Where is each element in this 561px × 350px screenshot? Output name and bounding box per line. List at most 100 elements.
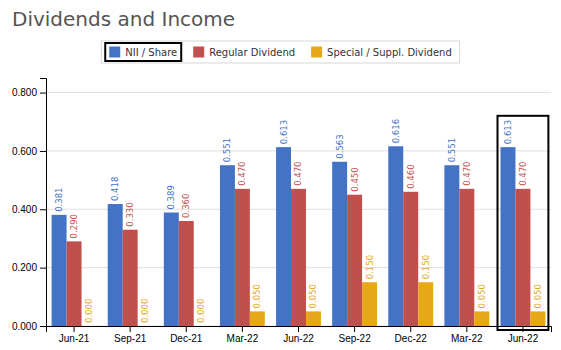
data-label: 0.613	[503, 120, 513, 144]
bar	[474, 311, 489, 326]
highlight-box	[498, 116, 549, 330]
data-label: 0.551	[447, 138, 457, 162]
legend-highlight-box	[105, 43, 181, 61]
x-tick-mark	[298, 326, 299, 332]
x-tick: Mar-22	[451, 326, 483, 344]
y-tick-label: 0.600	[12, 146, 37, 157]
data-label: 0.290	[69, 214, 79, 238]
bar	[194, 326, 209, 327]
y-tick-label: 0.200	[12, 262, 37, 273]
x-tick-label: Jun-22	[508, 333, 539, 344]
bar	[444, 165, 459, 326]
data-label: 0.389	[166, 185, 176, 209]
y-tick: 0.800	[12, 87, 46, 98]
legend-label: Regular Dividend	[209, 47, 295, 58]
bar	[459, 189, 474, 326]
data-label: 0.460	[406, 164, 416, 188]
x-tick-mark	[74, 326, 75, 332]
data-label: 0.470	[293, 162, 303, 186]
bar-series	[250, 282, 546, 326]
bar	[306, 311, 321, 326]
data-label: 0.381	[54, 187, 64, 211]
legend: NII / Share Regular Dividend Special / Sup…	[101, 41, 460, 63]
x-tick-mark	[186, 326, 187, 332]
bar	[332, 162, 347, 326]
x-tick-mark	[354, 326, 355, 332]
data-label: 0.613	[279, 120, 289, 144]
y-tick-mark	[40, 151, 46, 152]
bar	[501, 147, 516, 326]
bar	[179, 221, 194, 326]
y-axis: 0.000 0.200 0.400 0.600 0.800	[12, 79, 47, 332]
x-tick-mark	[130, 326, 131, 332]
x-tick-mark	[242, 326, 243, 332]
data-label: 0.000	[196, 299, 206, 323]
data-label: 0.470	[237, 162, 247, 186]
y-tick-mark	[40, 326, 46, 327]
bar-series	[52, 146, 516, 326]
bar	[123, 230, 138, 326]
x-tick: Dec-21	[170, 326, 203, 344]
bar	[235, 189, 250, 326]
bars	[52, 146, 546, 326]
title: Dividends and Income	[12, 7, 235, 31]
bar	[403, 192, 418, 326]
bar	[530, 311, 545, 326]
bar	[220, 165, 235, 326]
bar	[67, 241, 82, 326]
grid-line	[46, 150, 551, 151]
data-label: 0.360	[181, 194, 191, 218]
y-tick: 0.000	[12, 321, 46, 332]
x-axis: Jun-21Sep-21Dec-21Mar-22Jun-22Sep-22Dec-…	[47, 326, 552, 344]
data-label: 0.150	[421, 255, 431, 279]
legend-swatch	[109, 47, 120, 58]
legend-entry: Special / Suppl. Dividend	[311, 47, 452, 58]
bar	[52, 215, 67, 326]
data-label: 0.050	[533, 284, 543, 308]
y-tick: 0.600	[12, 146, 46, 157]
legend-label: NII / Share	[125, 47, 177, 58]
x-tick-label: Sep-22	[338, 333, 371, 344]
x-tick-label: Jun-22	[283, 333, 314, 344]
legend-entry: NII / Share	[109, 47, 177, 58]
x-tick: Mar-22	[227, 326, 259, 344]
bar	[108, 204, 123, 326]
y-tick-mark	[40, 209, 46, 210]
bar-series	[67, 189, 531, 326]
y-tick-mark	[40, 268, 46, 269]
data-label: 0.150	[365, 255, 375, 279]
bar	[347, 195, 362, 326]
data-label: 0.551	[222, 138, 232, 162]
x-tick: Sep-21	[114, 326, 147, 344]
data-label: 0.616	[391, 119, 401, 143]
x-tick-mark	[410, 326, 411, 332]
data-label: 0.000	[84, 299, 94, 323]
x-tick-mark	[466, 326, 467, 332]
data-label: 0.470	[462, 162, 472, 186]
y-tick-label: 0.400	[12, 204, 37, 215]
plot: Jun-21Sep-21Dec-21Mar-22Jun-22Sep-22Dec-…	[12, 79, 552, 345]
bar	[418, 282, 433, 326]
data-label: 0.050	[252, 284, 262, 308]
grid	[46, 93, 551, 326]
data-label: 0.050	[477, 284, 487, 308]
x-tick-label: Sep-21	[114, 333, 147, 344]
y-tick: 0.200	[12, 262, 46, 273]
bar	[362, 282, 377, 326]
legend-label: Special / Suppl. Dividend	[327, 47, 452, 58]
bar	[82, 326, 97, 327]
data-label: 0.563	[335, 134, 345, 158]
grid-line	[46, 92, 551, 93]
data-label: 0.418	[110, 177, 120, 201]
data-labels: 0.381 0.418 0.389 0.551 0.613 0.563 0.616 0.551…	[54, 119, 543, 323]
bar	[138, 326, 153, 327]
x-tick: Jun-22	[508, 326, 539, 344]
x-tick-label: Dec-21	[170, 333, 203, 344]
y-axis-line	[40, 79, 47, 327]
legend-entry: Regular Dividend	[193, 47, 295, 58]
bar	[250, 311, 265, 326]
x-tick: Dec-22	[395, 326, 428, 344]
legend-swatch	[193, 47, 204, 58]
data-label: 0.000	[140, 299, 150, 323]
y-tick-label: 0.000	[12, 321, 37, 332]
